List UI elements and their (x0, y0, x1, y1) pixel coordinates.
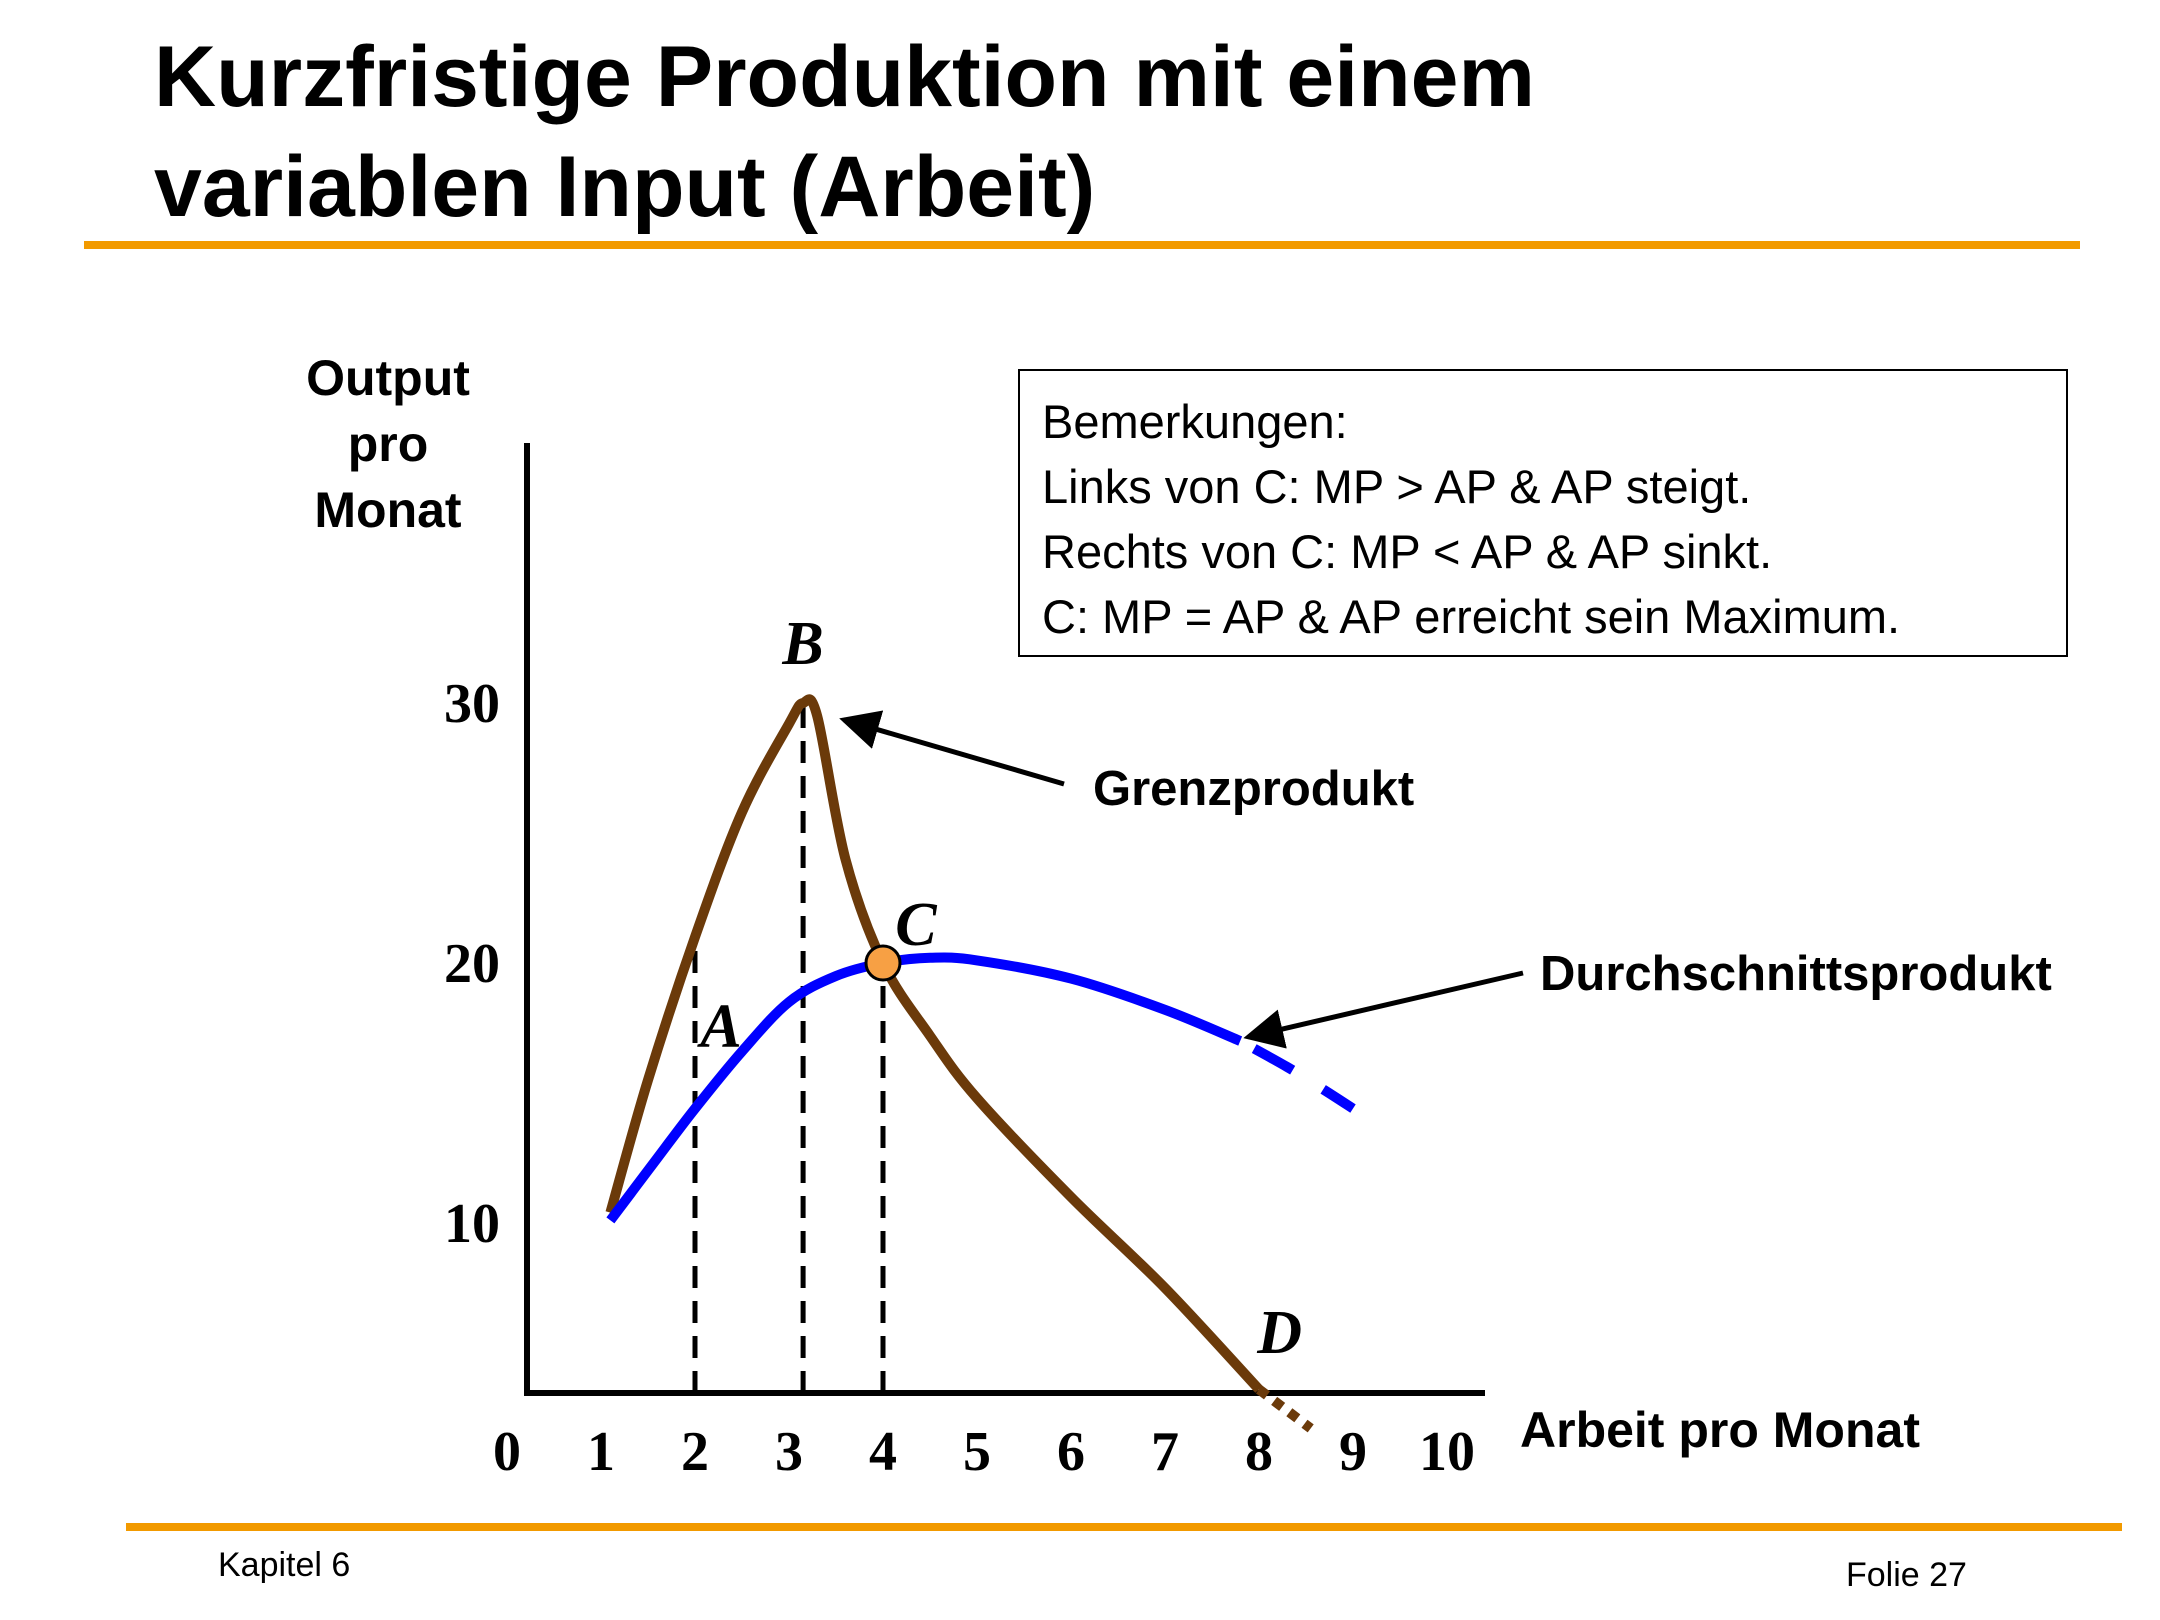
remarks-box: Bemerkungen: Links von C: MP > AP & AP s… (1018, 369, 2068, 657)
point-labels: A B C D (696, 610, 1302, 1367)
x-tick-label: 2 (681, 1421, 709, 1483)
marginal-product-curve (605, 694, 1263, 1393)
point-label-d: D (1256, 1299, 1302, 1367)
average-product-dashed-extension (1237, 1036, 1356, 1113)
annotation-label-1: Grenzprodukt (1093, 762, 1414, 816)
tick-labels: 0 1 2 3 4 5 6 7 8 9 10 10 20 30 (444, 673, 1475, 1483)
x-tick-label: 4 (869, 1421, 897, 1483)
point-label-b: B (781, 610, 823, 678)
y-tick-label: 20 (444, 933, 500, 995)
x-tick-label: 3 (775, 1421, 803, 1483)
point-label-a: A (696, 993, 741, 1061)
point-c-marker (864, 944, 902, 982)
remarks-line-3: C: MP = AP & AP erreicht sein Maximum. (1042, 590, 1901, 643)
annotations: Grenzprodukt Durchschnittsprodukt (839, 710, 2052, 1049)
footer-rule (126, 1523, 2122, 1531)
y-axis-title-line-3: Monat (314, 482, 462, 538)
title-line-1: Kurzfristige Produktion mit einem (154, 29, 1535, 125)
y-axis-title-line-1: Output (306, 350, 470, 406)
remarks-heading: Bemerkungen: (1042, 395, 1348, 448)
series (605, 694, 1356, 1433)
remarks-line-2: Rechts von C: MP < AP & AP sinkt. (1042, 525, 1773, 578)
y-axis-title: Output pro Monat (306, 350, 470, 538)
annotation-label-2: Durchschnittsprodukt (1540, 947, 2052, 1001)
y-tick-label: 10 (444, 1193, 500, 1255)
reference-lines (692, 703, 886, 1393)
annotation-arrow-2 (1243, 970, 1524, 1049)
axes (524, 443, 1485, 1396)
title-line-2: variablen Input (Arbeit) (154, 139, 1096, 235)
x-axis-title: Arbeit pro Monat (1520, 1402, 1920, 1458)
slide-title: Kurzfristige Produktion mit einem variab… (154, 22, 2054, 242)
x-tick-label: 5 (963, 1421, 991, 1483)
x-tick-label: 10 (1419, 1421, 1475, 1483)
x-tick-label: 6 (1057, 1421, 1085, 1483)
x-tick-label: 0 (493, 1421, 521, 1483)
point-label-c: C (895, 891, 937, 959)
chapter-label: Kapitel 6 (218, 1546, 351, 1584)
remarks-line-1: Links von C: MP > AP & AP steigt. (1042, 460, 1752, 513)
y-axis-title-line-2: pro (348, 416, 429, 472)
x-tick-label: 1 (587, 1421, 615, 1483)
slide-number: Folie 27 (1846, 1556, 1967, 1594)
x-tick-label: 8 (1245, 1421, 1273, 1483)
x-tick-label: 9 (1339, 1421, 1367, 1483)
y-tick-label: 30 (444, 673, 500, 735)
annotation-arrow-1 (839, 710, 1065, 787)
title-underline (84, 241, 2080, 249)
x-tick-label: 7 (1151, 1421, 1179, 1483)
